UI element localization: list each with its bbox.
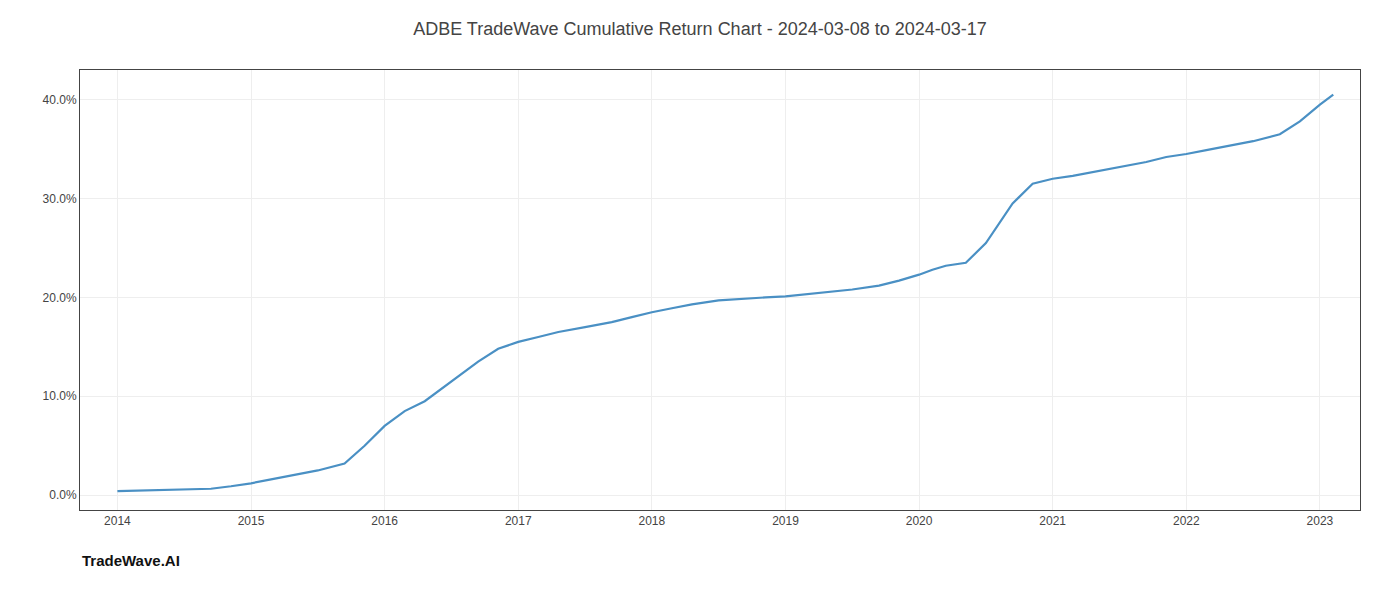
svg-text:2014: 2014 xyxy=(104,514,131,528)
svg-text:40.0%: 40.0% xyxy=(43,93,77,107)
svg-text:0.0%: 0.0% xyxy=(49,488,77,502)
svg-text:2017: 2017 xyxy=(505,514,532,528)
svg-text:20.0%: 20.0% xyxy=(43,291,77,305)
svg-text:2021: 2021 xyxy=(1039,514,1066,528)
svg-text:2023: 2023 xyxy=(1307,514,1334,528)
svg-text:2015: 2015 xyxy=(238,514,265,528)
svg-text:2020: 2020 xyxy=(906,514,933,528)
svg-text:2019: 2019 xyxy=(772,514,799,528)
svg-text:2018: 2018 xyxy=(639,514,666,528)
svg-text:ADBE TradeWave Cumulative Retu: ADBE TradeWave Cumulative Return Chart -… xyxy=(413,19,987,39)
svg-text:2016: 2016 xyxy=(371,514,398,528)
svg-text:TradeWave.AI: TradeWave.AI xyxy=(82,552,180,569)
svg-text:2022: 2022 xyxy=(1173,514,1200,528)
svg-text:30.0%: 30.0% xyxy=(43,192,77,206)
svg-text:10.0%: 10.0% xyxy=(43,389,77,403)
